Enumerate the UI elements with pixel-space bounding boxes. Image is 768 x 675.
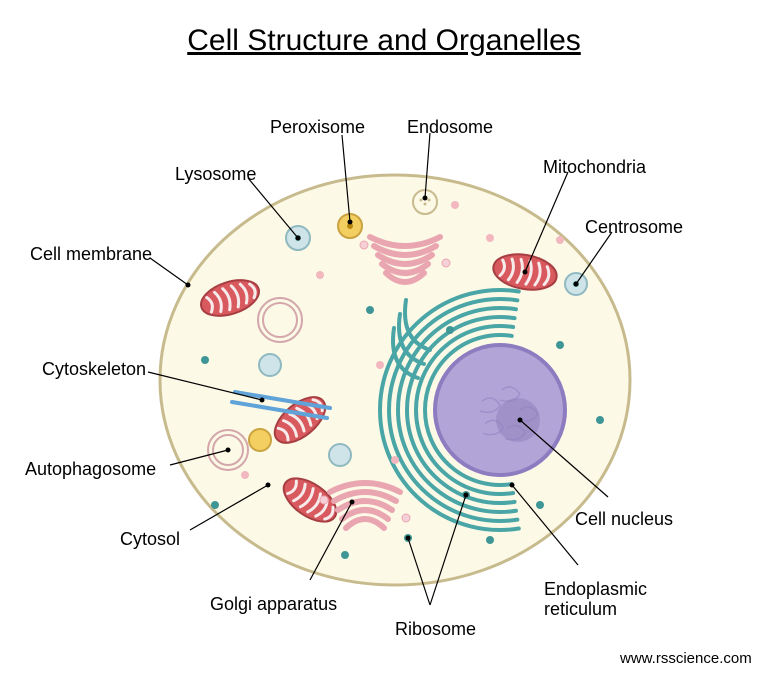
leader-dot (348, 220, 353, 225)
leader-dot (423, 196, 428, 201)
label-cell-membrane: Cell membrane (30, 245, 152, 265)
label-ribosome: Ribosome (395, 620, 476, 640)
label-centrosome: Centrosome (585, 218, 683, 238)
leader-dot (296, 236, 301, 241)
ribosome-dot (556, 341, 564, 349)
leader-dot (574, 282, 579, 287)
leader-dot (350, 500, 355, 505)
cell-diagram (0, 0, 768, 675)
ribosome-dot (536, 501, 544, 509)
leader-dot (260, 398, 265, 403)
label-endosome: Endosome (407, 118, 493, 138)
leader-line (150, 258, 188, 285)
vesicle (258, 298, 302, 342)
label-cytosol: Cytosol (120, 530, 180, 550)
label-lysosome: Lysosome (175, 165, 256, 185)
vesicle-dot (451, 201, 459, 209)
leader-dot (464, 493, 469, 498)
leader-dot (518, 418, 523, 423)
label-cell-nucleus: Cell nucleus (575, 510, 673, 530)
label-cytoskeleton: Cytoskeleton (42, 360, 146, 380)
leader-dot (186, 283, 191, 288)
leader-dot (406, 536, 411, 541)
leader-dot (226, 448, 231, 453)
vesicle-dot (241, 471, 249, 479)
ribosome-dot (341, 551, 349, 559)
credit-text: www.rsscience.com (620, 650, 752, 667)
label-er-label: Endoplasmic reticulum (544, 580, 647, 620)
ribosome-dot (211, 501, 219, 509)
label-golgi: Golgi apparatus (210, 595, 337, 615)
vesicle-dot (391, 456, 399, 464)
ribosome-dot (201, 356, 209, 364)
vesicle (259, 354, 281, 376)
vesicle (249, 429, 271, 451)
vesicle-dot (316, 271, 324, 279)
vesicle-dot (376, 361, 384, 369)
label-mitochondria: Mitochondria (543, 158, 646, 178)
leader-dot (523, 270, 528, 275)
leader-dot (510, 483, 515, 488)
vesicle-dot (486, 234, 494, 242)
ribosome-dot (366, 306, 374, 314)
label-autophagosome: Autophagosome (25, 460, 156, 480)
ribosome-dot (486, 536, 494, 544)
ribosome-dot (596, 416, 604, 424)
vesicle (329, 444, 351, 466)
leader-dot (266, 483, 271, 488)
vesicle-dot (556, 236, 564, 244)
ribosome-dot (446, 326, 454, 334)
label-peroxisome: Peroxisome (270, 118, 365, 138)
